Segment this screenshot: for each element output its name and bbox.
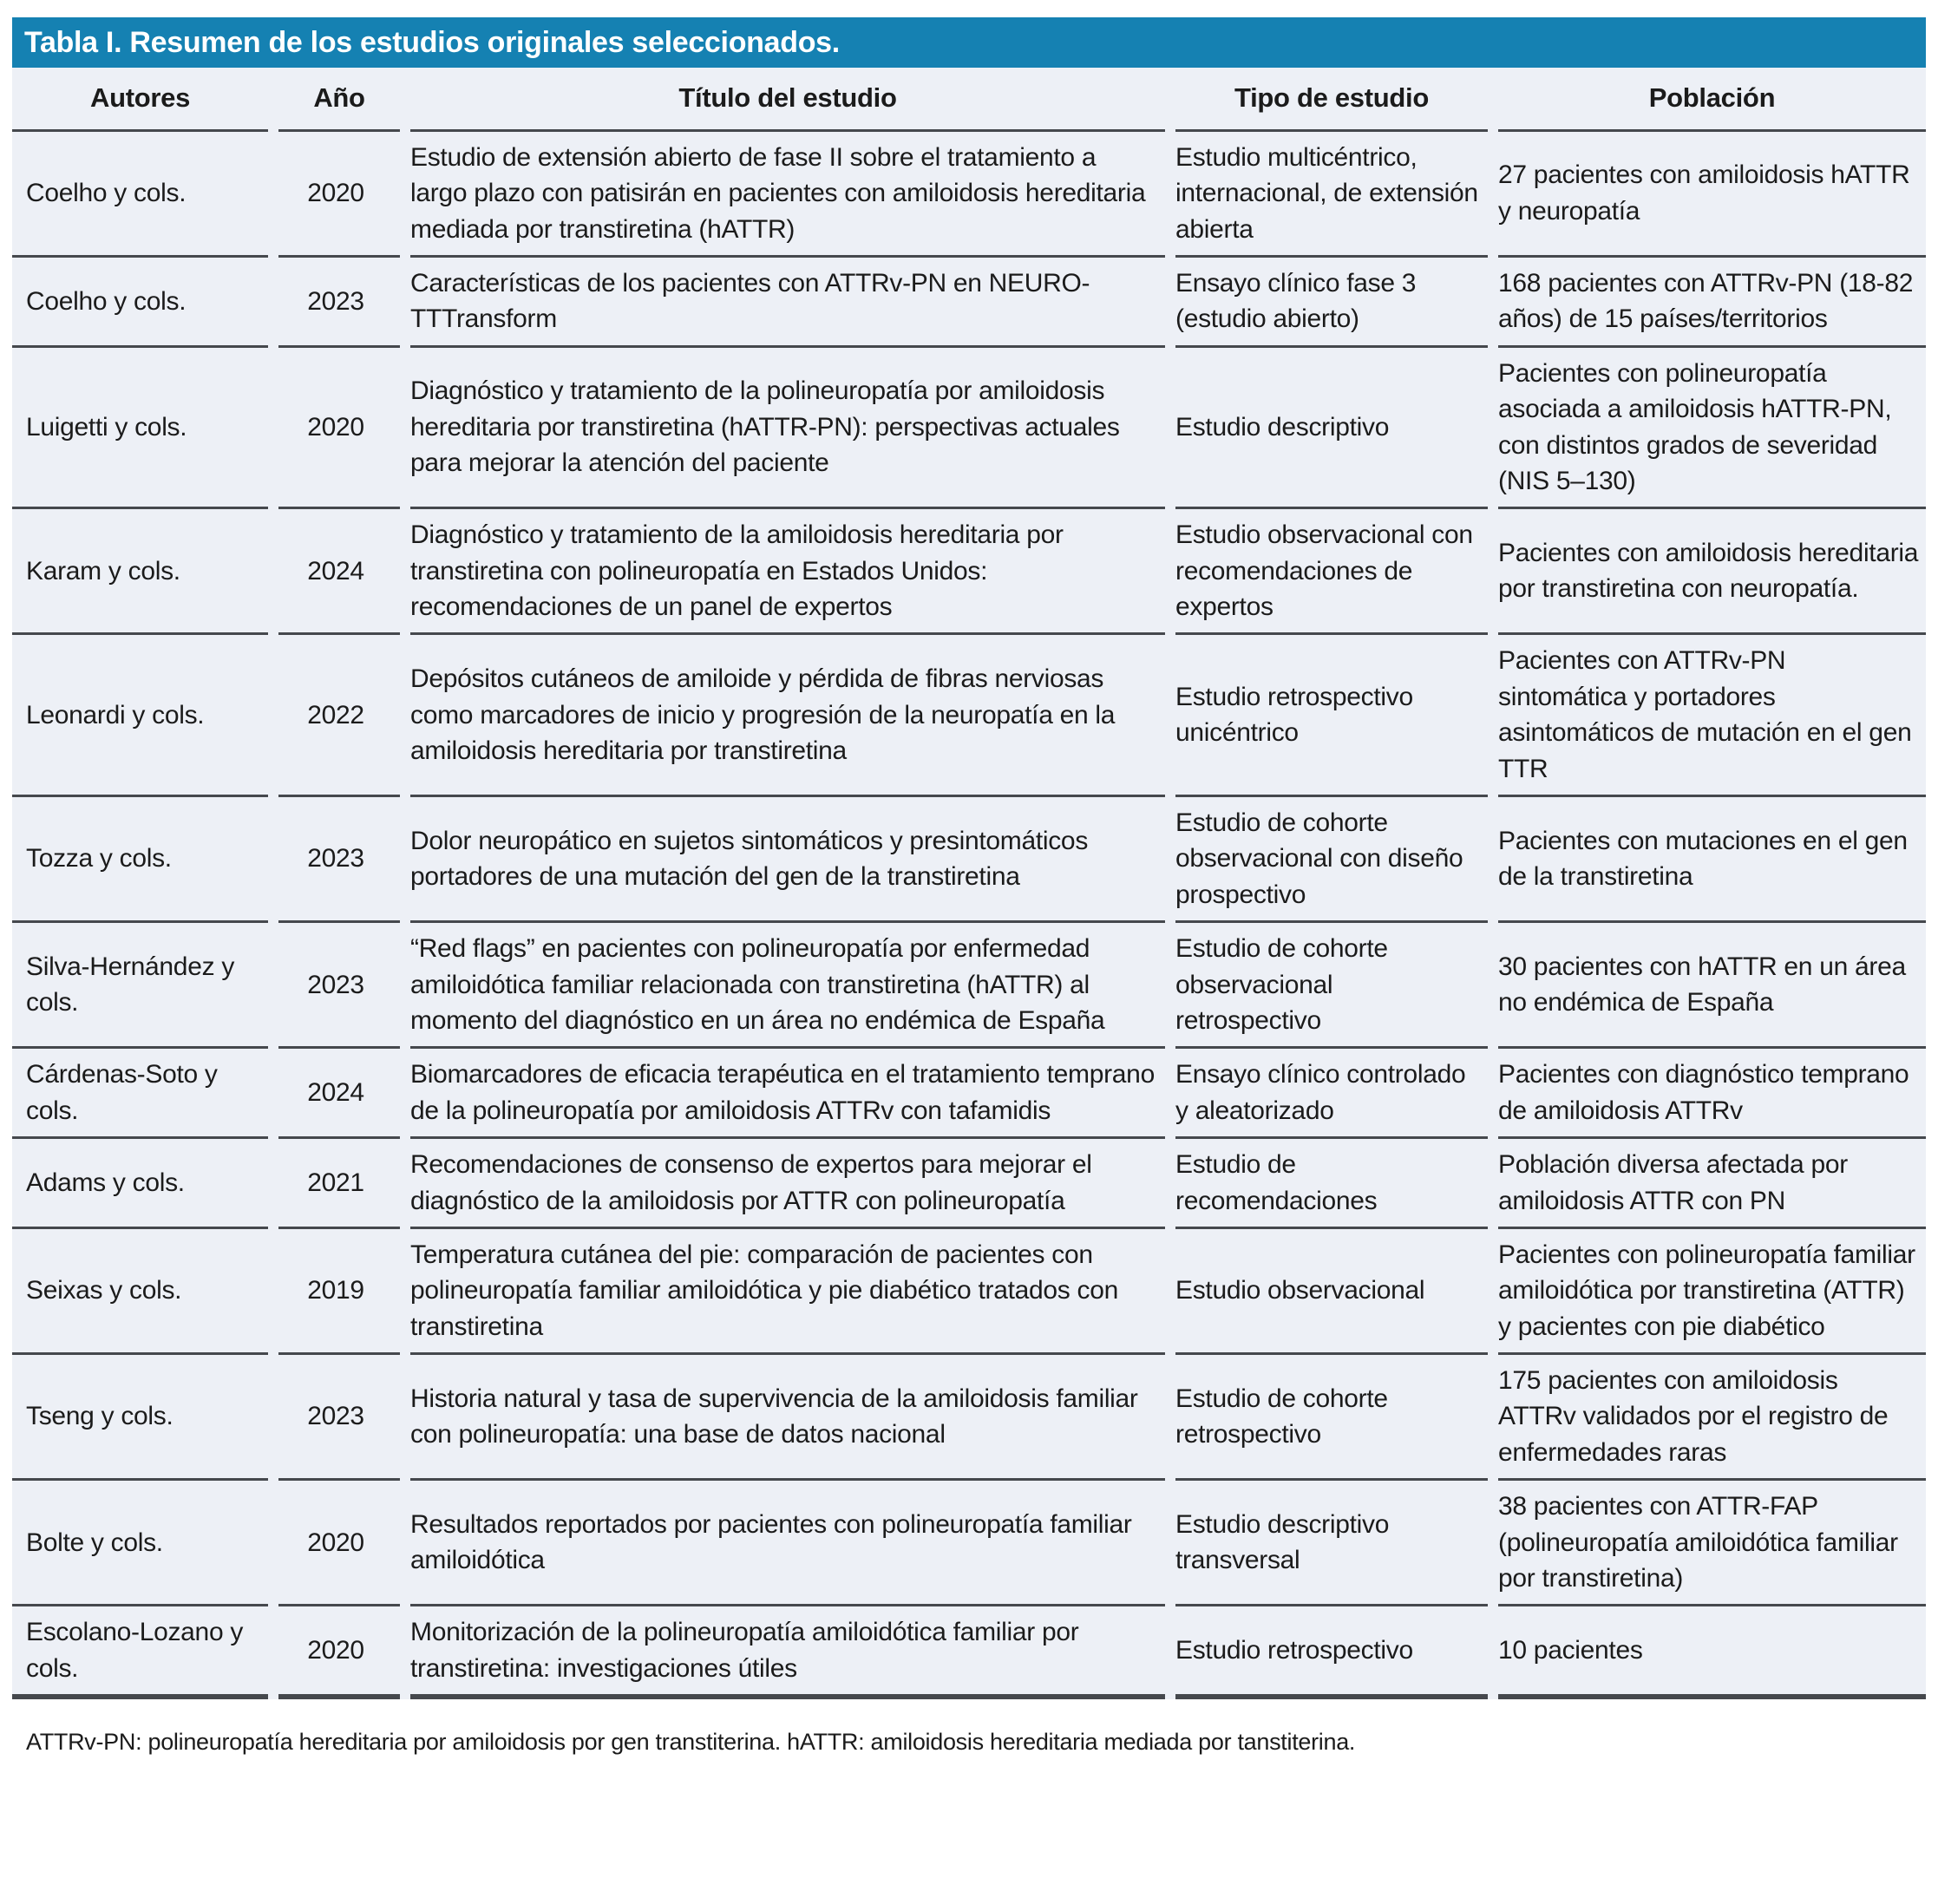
cell-ano: 2021 bbox=[278, 1139, 400, 1229]
cell-poblacion: 10 pacientes bbox=[1498, 1606, 1926, 1700]
cell-poblacion: Pacientes con mutaciones en el gen de la… bbox=[1498, 797, 1926, 924]
cell-ano: 2023 bbox=[278, 923, 400, 1050]
table-row: Seixas y cols. 2019 Temperatura cutánea … bbox=[12, 1229, 1926, 1356]
cell-ano: 2023 bbox=[278, 797, 400, 924]
cell-ano: 2023 bbox=[278, 258, 400, 348]
cell-titulo: Dolor neuropático en sujetos sintomático… bbox=[410, 797, 1165, 924]
cell-ano: 2020 bbox=[278, 1481, 400, 1607]
cell-autores: Bolte y cols. bbox=[12, 1481, 268, 1607]
cell-poblacion: 38 pacientes con ATTR-FAP (polineuropatí… bbox=[1498, 1481, 1926, 1607]
cell-poblacion: Pacientes con amiloidosis hereditaria po… bbox=[1498, 509, 1926, 636]
column-header-ano: Año bbox=[278, 68, 400, 132]
cell-titulo: Historia natural y tasa de supervivencia… bbox=[410, 1355, 1165, 1482]
cell-titulo: Monitorización de la polineuropatía amil… bbox=[410, 1606, 1165, 1700]
column-header-titulo: Título del estudio bbox=[410, 68, 1165, 132]
table-title: Tabla I. Resumen de los estudios origina… bbox=[24, 25, 840, 59]
cell-titulo: Recomendaciones de consenso de expertos … bbox=[410, 1139, 1165, 1229]
cell-tipo: Estudio de recomendaciones bbox=[1175, 1139, 1488, 1229]
table-title-bar: Tabla I. Resumen de los estudios origina… bbox=[12, 17, 1926, 68]
table-row: Escolano-Lozano y cols. 2020 Monitorizac… bbox=[12, 1606, 1926, 1700]
cell-autores: Tseng y cols. bbox=[12, 1355, 268, 1482]
column-header-poblacion: Población bbox=[1498, 68, 1926, 132]
cell-ano: 2020 bbox=[278, 348, 400, 510]
cell-tipo: Estudio retrospectivo unicéntrico bbox=[1175, 635, 1488, 798]
cell-titulo: “Red flags” en pacientes con polineuropa… bbox=[410, 923, 1165, 1050]
cell-poblacion: Pacientes con polineuropatía familiar am… bbox=[1498, 1229, 1926, 1356]
cell-poblacion: Pacientes con diagnóstico temprano de am… bbox=[1498, 1049, 1926, 1140]
cell-ano: 2024 bbox=[278, 509, 400, 636]
cell-tipo: Ensayo clínico controlado y aleatorizado bbox=[1175, 1049, 1488, 1140]
cell-poblacion: Pacientes con ATTRv-PN sintomática y por… bbox=[1498, 635, 1926, 798]
studies-table: Autores Año Título del estudio Tipo de e… bbox=[12, 68, 1926, 1700]
cell-poblacion: 168 pacientes con ATTRv-PN (18-82 años) … bbox=[1498, 258, 1926, 348]
table-body: Coelho y cols. 2020 Estudio de extensión… bbox=[12, 132, 1926, 1700]
cell-titulo: Estudio de extensión abierto de fase II … bbox=[410, 132, 1165, 258]
column-header-autores: Autores bbox=[12, 68, 268, 132]
cell-tipo: Estudio de cohorte observacional con dis… bbox=[1175, 797, 1488, 924]
column-header-tipo: Tipo de estudio bbox=[1175, 68, 1488, 132]
cell-autores: Escolano-Lozano y cols. bbox=[12, 1606, 268, 1700]
cell-poblacion: Población diversa afectada por amiloidos… bbox=[1498, 1139, 1926, 1229]
cell-ano: 2024 bbox=[278, 1049, 400, 1140]
cell-titulo: Diagnóstico y tratamiento de la polineur… bbox=[410, 348, 1165, 510]
cell-autores: Coelho y cols. bbox=[12, 258, 268, 348]
cell-titulo: Características de los pacientes con ATT… bbox=[410, 258, 1165, 348]
cell-tipo: Estudio de cohorte observacional retrosp… bbox=[1175, 923, 1488, 1050]
table-row: Leonardi y cols. 2022 Depósitos cutáneos… bbox=[12, 635, 1926, 798]
cell-tipo: Estudio de cohorte retrospectivo bbox=[1175, 1355, 1488, 1482]
table-row: Silva-Hernández y cols. 2023 “Red flags”… bbox=[12, 923, 1926, 1050]
cell-titulo: Resultados reportados por pacientes con … bbox=[410, 1481, 1165, 1607]
cell-titulo: Diagnóstico y tratamiento de la amiloido… bbox=[410, 509, 1165, 636]
cell-tipo: Estudio observacional bbox=[1175, 1229, 1488, 1356]
table-row: Coelho y cols. 2023 Características de l… bbox=[12, 258, 1926, 348]
table-row: Bolte y cols. 2020 Resultados reportados… bbox=[12, 1481, 1926, 1607]
cell-titulo: Temperatura cutánea del pie: comparación… bbox=[410, 1229, 1165, 1356]
cell-poblacion: Pacientes con polineuropatía asociada a … bbox=[1498, 348, 1926, 510]
table-row: Cárdenas-Soto y cols. 2024 Biomarcadores… bbox=[12, 1049, 1926, 1140]
page: Tabla I. Resumen de los estudios origina… bbox=[12, 17, 1926, 1756]
cell-poblacion: 30 pacientes con hATTR en un área no end… bbox=[1498, 923, 1926, 1050]
cell-tipo: Estudio descriptivo bbox=[1175, 348, 1488, 510]
cell-autores: Karam y cols. bbox=[12, 509, 268, 636]
table-row: Tozza y cols. 2023 Dolor neuropático en … bbox=[12, 797, 1926, 924]
cell-poblacion: 27 pacientes con amiloidosis hATTR y neu… bbox=[1498, 132, 1926, 258]
cell-autores: Tozza y cols. bbox=[12, 797, 268, 924]
cell-poblacion: 175 pacientes con amiloidosis ATTRv vali… bbox=[1498, 1355, 1926, 1482]
cell-autores: Seixas y cols. bbox=[12, 1229, 268, 1356]
table-row: Karam y cols. 2024 Diagnóstico y tratami… bbox=[12, 509, 1926, 636]
table-row: Adams y cols. 2021 Recomendaciones de co… bbox=[12, 1139, 1926, 1229]
cell-tipo: Estudio retrospectivo bbox=[1175, 1606, 1488, 1700]
cell-tipo: Estudio observacional con recomendacione… bbox=[1175, 509, 1488, 636]
cell-tipo: Estudio multicéntrico, internacional, de… bbox=[1175, 132, 1488, 258]
table-row: Tseng y cols. 2023 Historia natural y ta… bbox=[12, 1355, 1926, 1482]
cell-autores: Coelho y cols. bbox=[12, 132, 268, 258]
cell-autores: Cárdenas-Soto y cols. bbox=[12, 1049, 268, 1140]
cell-titulo: Depósitos cutáneos de amiloide y pérdida… bbox=[410, 635, 1165, 798]
cell-autores: Silva-Hernández y cols. bbox=[12, 923, 268, 1050]
cell-autores: Leonardi y cols. bbox=[12, 635, 268, 798]
table-row: Coelho y cols. 2020 Estudio de extensión… bbox=[12, 132, 1926, 258]
cell-autores: Luigetti y cols. bbox=[12, 348, 268, 510]
cell-tipo: Estudio descriptivo transversal bbox=[1175, 1481, 1488, 1607]
table-header-row: Autores Año Título del estudio Tipo de e… bbox=[12, 68, 1926, 132]
table-row: Luigetti y cols. 2020 Diagnóstico y trat… bbox=[12, 348, 1926, 510]
cell-ano: 2023 bbox=[278, 1355, 400, 1482]
cell-ano: 2020 bbox=[278, 132, 400, 258]
table-footnote: ATTRv-PN: polineuropatía hereditaria por… bbox=[26, 1729, 1356, 1756]
cell-titulo: Biomarcadores de eficacia terapéutica en… bbox=[410, 1049, 1165, 1140]
cell-tipo: Ensayo clínico fase 3 (estudio abierto) bbox=[1175, 258, 1488, 348]
cell-autores: Adams y cols. bbox=[12, 1139, 268, 1229]
cell-ano: 2020 bbox=[278, 1606, 400, 1700]
cell-ano: 2019 bbox=[278, 1229, 400, 1356]
cell-ano: 2022 bbox=[278, 635, 400, 798]
